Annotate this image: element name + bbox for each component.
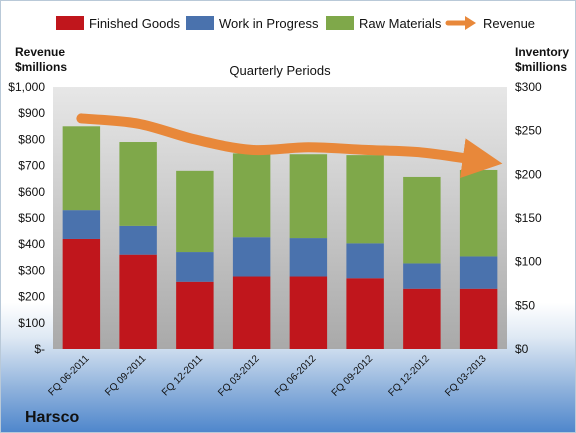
bar-finished-goods	[232, 276, 271, 349]
left-tick-label: $500	[18, 211, 45, 225]
bar-raw-materials	[403, 176, 441, 264]
x-tick-label: FQ 12-2012	[386, 353, 432, 399]
bar-work-in-progress	[119, 225, 157, 255]
legend-label-work-in-progress: Work in Progress	[219, 16, 319, 31]
right-tick-label: $0	[515, 342, 529, 356]
bar-work-in-progress	[176, 252, 214, 282]
bar-finished-goods	[176, 281, 214, 349]
left-axis-label-line2: $millions	[15, 60, 67, 74]
left-axis-label-line1: Revenue	[15, 45, 65, 59]
left-tick-label: $300	[18, 263, 45, 277]
right-axis-label-line2: $millions	[515, 60, 567, 74]
chart-title: Quarterly Periods	[229, 63, 331, 78]
right-axis-ticks: $0 $50 $100 $150 $200 $250 $300	[515, 80, 542, 356]
x-tick-label: FQ 12-2011	[160, 353, 205, 398]
left-tick-label: $400	[18, 237, 45, 251]
x-axis-labels: FQ 06-2011 FQ 09-2011 FQ 12-2011 FQ 03-2012…	[47, 353, 490, 399]
legend: Finished Goods Work in Progress Raw Mate…	[56, 16, 535, 31]
bar-work-in-progress	[403, 263, 441, 289]
right-tick-label: $200	[515, 167, 542, 181]
x-tick-label: FQ 06-2011	[47, 353, 92, 398]
right-axis-label-line1: Inventory	[515, 45, 569, 59]
bar-work-in-progress	[459, 256, 498, 289]
bar-finished-goods	[459, 288, 498, 349]
bar-raw-materials	[289, 154, 328, 239]
bars	[62, 126, 498, 349]
x-tick-label: FQ 09-2012	[330, 353, 376, 399]
left-tick-label: $-	[34, 342, 45, 356]
x-tick-label: FQ 06-2012	[273, 353, 319, 399]
x-tick-label: FQ 09-2011	[103, 353, 148, 398]
x-tick-label: FQ 03-2013	[443, 353, 489, 399]
legend-swatch-raw-materials	[326, 16, 354, 30]
bar-finished-goods	[119, 254, 157, 349]
bar-raw-materials	[176, 170, 214, 253]
bar-raw-materials	[119, 142, 157, 226]
left-axis-ticks: $- $100 $200 $300 $400 $500 $600 $700 $800 $900 $1…	[8, 80, 45, 356]
right-tick-label: $150	[515, 211, 542, 225]
right-tick-label: $300	[515, 80, 542, 94]
left-tick-label: $1,000	[8, 80, 45, 94]
legend-label-revenue: Revenue	[483, 16, 535, 31]
bar-raw-materials	[62, 126, 101, 211]
left-tick-label: $700	[18, 159, 45, 173]
left-tick-label: $100	[18, 316, 45, 330]
legend-swatch-finished-goods	[56, 16, 84, 30]
revenue-line	[76, 113, 503, 178]
bar-finished-goods	[62, 238, 101, 349]
bar-raw-materials	[232, 153, 271, 238]
bar-finished-goods	[403, 288, 441, 349]
left-tick-label: $600	[18, 185, 45, 199]
right-tick-label: $100	[515, 255, 542, 269]
legend-label-finished-goods: Finished Goods	[89, 16, 181, 31]
x-tick-label: FQ 03-2012	[216, 353, 262, 399]
legend-label-raw-materials: Raw Materials	[359, 16, 442, 31]
legend-arrow-icon	[445, 16, 476, 30]
bar-raw-materials	[459, 169, 498, 257]
bar-work-in-progress	[232, 237, 271, 277]
right-tick-label: $250	[515, 124, 542, 138]
bar-work-in-progress	[346, 243, 384, 279]
left-tick-label: $800	[18, 132, 45, 146]
bar-raw-materials	[346, 155, 384, 244]
company-name: Harsco	[25, 409, 79, 426]
bar-work-in-progress	[62, 210, 101, 239]
bar-finished-goods	[289, 276, 328, 349]
right-tick-label: $50	[515, 298, 535, 312]
bar-work-in-progress	[289, 238, 328, 277]
left-tick-label: $200	[18, 290, 45, 304]
legend-swatch-work-in-progress	[186, 16, 214, 30]
bar-finished-goods	[346, 278, 384, 349]
left-tick-label: $900	[18, 106, 45, 120]
